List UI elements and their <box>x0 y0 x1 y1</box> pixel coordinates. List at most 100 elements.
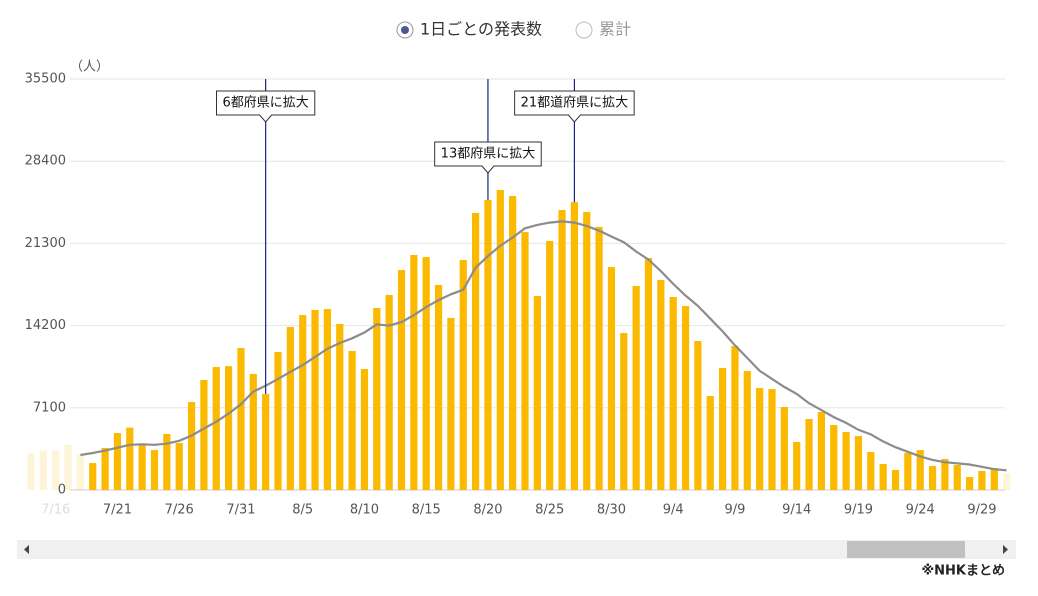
annotation-label: 21都道府県に拡大 <box>521 96 629 111</box>
legend: 1日ごとの発表数 累計 <box>396 20 631 39</box>
bar <box>978 471 986 490</box>
bar <box>323 309 331 490</box>
bar <box>719 367 727 490</box>
bar <box>768 389 776 490</box>
bar <box>249 373 257 490</box>
bar <box>89 463 97 490</box>
bar <box>546 240 554 490</box>
bar <box>694 340 702 490</box>
x-tick-label: 8/25 <box>535 503 564 518</box>
scroll-track[interactable] <box>17 540 1016 559</box>
bar <box>422 257 430 490</box>
y-tick-label: 0 <box>58 483 66 498</box>
bar <box>150 450 159 490</box>
bar <box>348 350 356 490</box>
bar <box>225 366 233 490</box>
scroll-right[interactable] <box>1003 545 1008 554</box>
bar <box>299 315 307 490</box>
bar <box>126 427 134 490</box>
y-tick-label: 28400 <box>25 154 66 169</box>
bar <box>175 442 183 490</box>
bar <box>928 466 937 490</box>
bar <box>632 286 640 490</box>
x-tick-label: 8/10 <box>350 503 379 518</box>
x-tick-label: 8/30 <box>597 503 626 518</box>
x-tick-label: 7/16 <box>41 503 70 518</box>
bar <box>336 323 344 490</box>
bar <box>558 210 566 491</box>
annotation-box <box>216 90 316 123</box>
annotation: 6都府県に拡大 <box>216 79 316 395</box>
annotation: 21都道府県に拡大 <box>514 79 635 203</box>
source-note: ※NHKまとめ <box>922 564 1005 579</box>
bar <box>644 257 653 490</box>
scrollbar <box>17 540 1016 559</box>
bar <box>793 441 801 490</box>
bar <box>1003 472 1011 490</box>
x-tick-label: 9/9 <box>724 503 745 518</box>
bar <box>27 452 35 490</box>
bar <box>854 436 863 490</box>
x-tick-label: 7/31 <box>226 503 255 518</box>
y-tick-label: 14200 <box>25 318 66 333</box>
bar <box>669 297 677 490</box>
y-tick-label: 21300 <box>25 236 66 251</box>
bar <box>966 477 974 490</box>
bar <box>595 226 603 490</box>
bar <box>101 447 109 490</box>
annotation-box <box>434 141 542 174</box>
x-tick-label: 7/26 <box>165 503 194 518</box>
legend-option[interactable]: 1日ごとの発表数 <box>420 20 542 39</box>
bar <box>830 425 838 490</box>
x-tick-label: 9/4 <box>663 503 684 518</box>
bar <box>138 444 146 490</box>
bar <box>484 199 492 491</box>
bar <box>657 279 665 490</box>
y-tick-label: 35500 <box>25 72 66 87</box>
bar <box>212 367 220 490</box>
bar <box>397 270 406 490</box>
annotation-label: 6都府県に拡大 <box>223 96 309 111</box>
bar <box>447 317 455 490</box>
bar <box>262 394 270 490</box>
bar <box>941 458 949 490</box>
bar <box>817 411 825 490</box>
bar <box>52 450 60 490</box>
bar <box>521 232 529 490</box>
bar <box>187 402 196 490</box>
x-tick-label: 8/5 <box>292 503 313 518</box>
bar <box>76 454 84 490</box>
bar <box>163 433 171 490</box>
bar <box>385 295 393 490</box>
bar <box>509 196 517 491</box>
scroll-left[interactable] <box>24 545 29 554</box>
x-tick-label: 8/20 <box>473 503 502 518</box>
bar <box>990 468 998 490</box>
x-tick-label: 7/21 <box>103 503 132 518</box>
x-tick-label: 9/29 <box>967 503 996 518</box>
bar <box>891 469 900 490</box>
bar <box>373 308 381 490</box>
bar <box>570 202 578 490</box>
bar <box>311 309 319 490</box>
bar <box>459 259 467 490</box>
bar <box>496 190 504 490</box>
bar <box>434 284 443 490</box>
x-tick-label: 9/14 <box>782 503 811 518</box>
y-axis-unit: （人） <box>70 60 109 75</box>
legend-option[interactable]: 累計 <box>599 20 631 39</box>
bar <box>916 450 924 490</box>
bar <box>200 380 208 490</box>
radio-button[interactable] <box>575 21 593 39</box>
bar <box>780 406 788 490</box>
bar <box>410 254 418 490</box>
annotation-label: 13都府県に拡大 <box>441 147 536 162</box>
scroll-thumb[interactable] <box>847 541 965 558</box>
bar <box>237 348 245 490</box>
bar <box>681 306 690 490</box>
y-tick-label: 7100 <box>33 400 66 415</box>
annotation: 13都府県に拡大 <box>434 79 542 200</box>
bar <box>953 464 961 490</box>
bar <box>39 450 47 490</box>
